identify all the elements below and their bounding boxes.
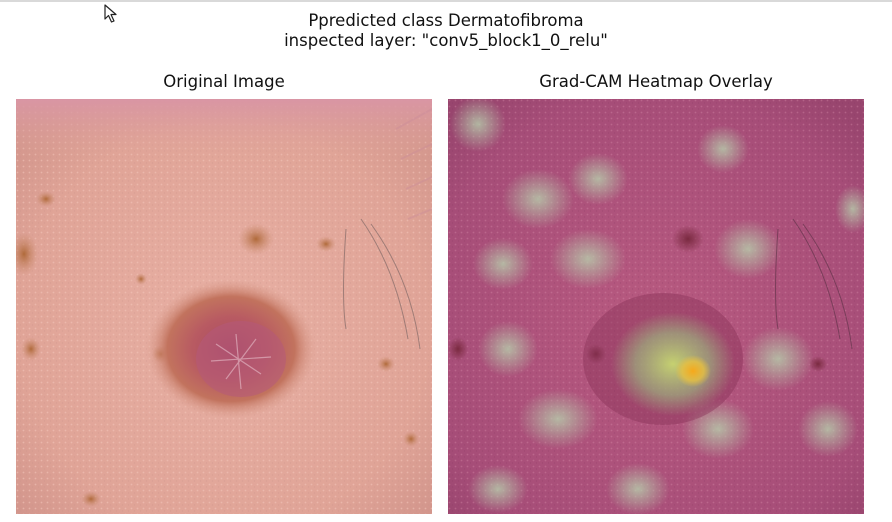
original-image-title: Original Image [163,72,285,91]
suptitle-inspected-layer: inspected layer: "conv5_block1_0_relu" [284,31,608,50]
suptitle-predicted-class: Ppredicted class Dermatofibroma [308,11,584,30]
gradcam-overlay-title: Grad-CAM Heatmap Overlay [539,72,773,91]
mouse-pointer-icon [104,4,117,23]
window-top-strip [0,0,892,2]
figure-suptitle: Ppredicted class Dermatofibroma inspecte… [0,11,892,51]
original-image [16,99,432,514]
gradcam-heatmap-overlay [448,99,864,514]
